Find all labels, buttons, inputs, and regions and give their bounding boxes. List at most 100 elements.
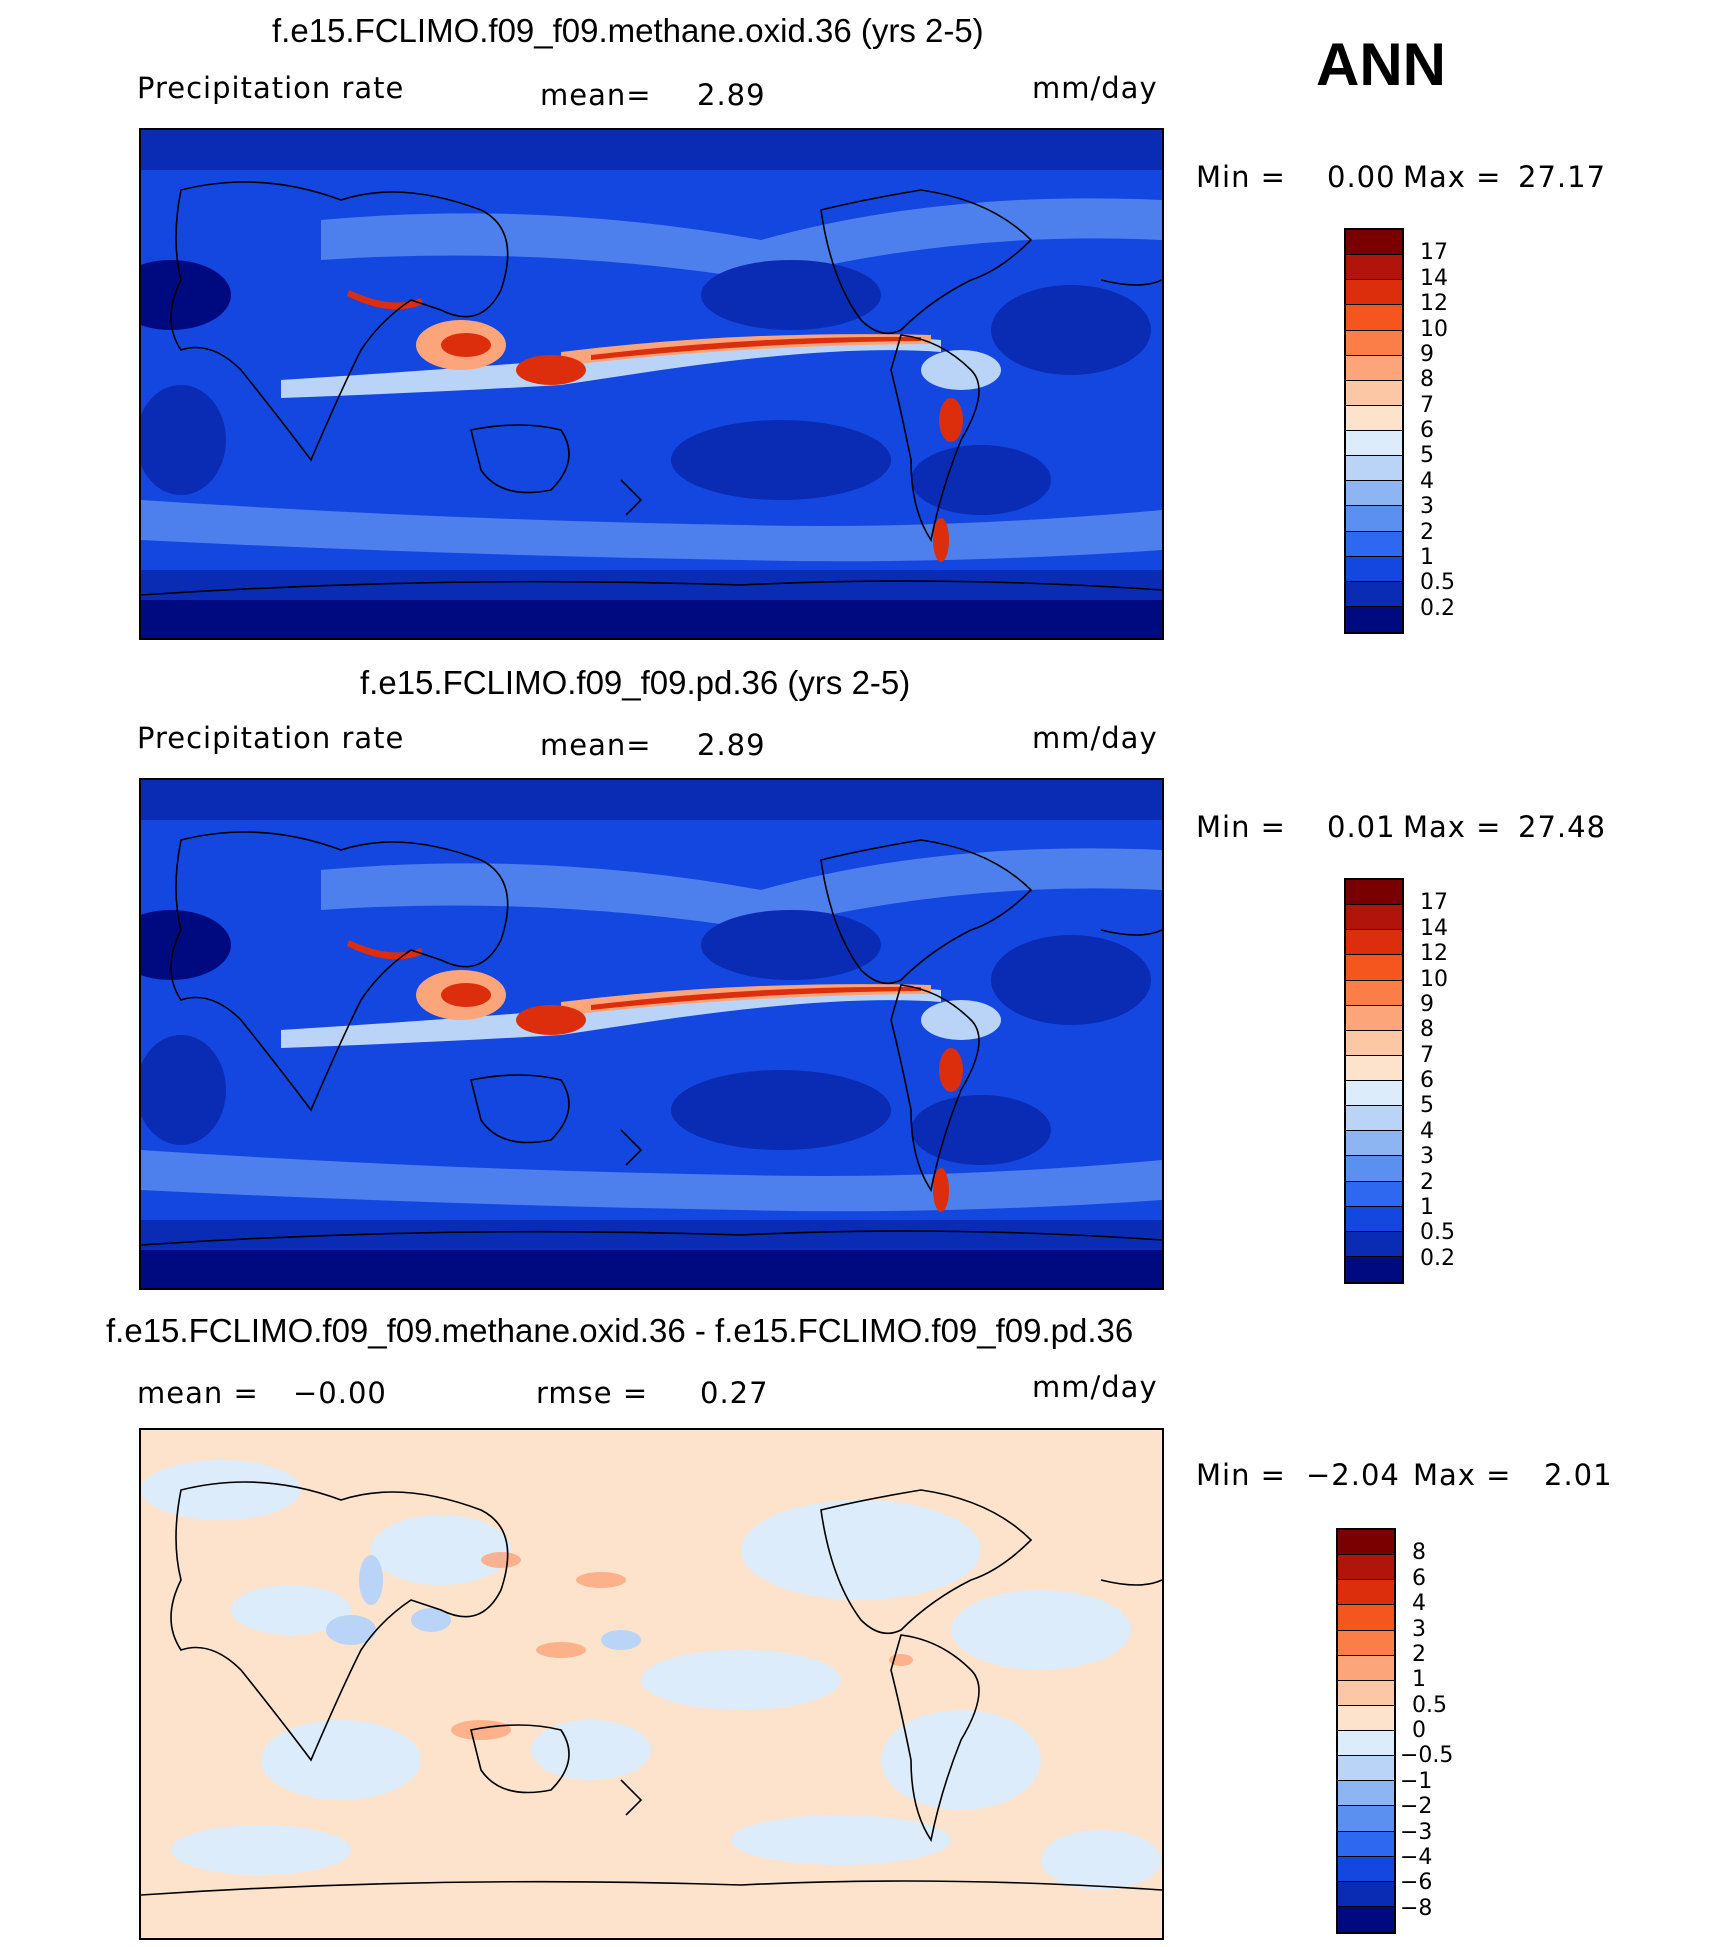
colorbar-swatch [1346, 355, 1402, 381]
colorbar-swatch [1346, 456, 1402, 482]
colorbar-tick-label: −3 [1400, 1819, 1433, 1845]
colorbar-tick-label: 12 [1420, 291, 1448, 317]
colorbar-swatch [1346, 955, 1402, 981]
colorbar-swatch [1338, 1806, 1394, 1832]
mean-label: mean = [137, 1376, 259, 1410]
colorbar-swatch [1346, 880, 1402, 906]
max-value: 2.01 [1544, 1458, 1613, 1492]
colorbar-tick-label: 6 [1420, 1068, 1434, 1093]
colorbar-swatch [1346, 1106, 1402, 1132]
colorbar-swatch [1338, 1731, 1394, 1757]
colorbar-tick-label: −0.5 [1400, 1743, 1454, 1769]
colorbar-tick-label: 8 [1420, 1017, 1434, 1043]
season-label: ANN [1316, 31, 1446, 98]
colorbar-swatch [1338, 1906, 1394, 1932]
colorbar-tick-label: 0.2 [1420, 595, 1455, 621]
colorbar-tick-label: 2 [1420, 519, 1434, 545]
variable-label: Precipitation rate [137, 721, 405, 755]
colorbar-tick-label: 0.2 [1420, 1245, 1455, 1271]
colorbar-tick-label: 2 [1412, 1641, 1426, 1667]
colorbar-tick-label: 1 [1420, 544, 1434, 570]
colorbar-tick-label: 0.5 [1412, 1692, 1447, 1718]
colorbar-swatch [1346, 930, 1402, 956]
colorbar [1344, 228, 1404, 634]
colorbar-tick-label: 0 [1412, 1718, 1426, 1743]
colorbar-swatch [1338, 1580, 1394, 1606]
colorbar-swatch [1346, 1231, 1402, 1257]
colorbar-swatch [1346, 380, 1402, 406]
rmse-value: 0.27 [700, 1376, 769, 1410]
colorbar-tick-label: 7 [1420, 1042, 1434, 1068]
colorbar-swatch [1346, 506, 1402, 532]
colorbar [1344, 878, 1404, 1284]
max-label: Max = [1413, 1458, 1512, 1492]
colorbar-tick-label: 3 [1420, 1144, 1434, 1170]
colorbar-swatch [1346, 230, 1402, 256]
colorbar-tick-label: 4 [1412, 1591, 1426, 1617]
colorbar-swatch [1346, 305, 1402, 331]
colorbar-tick-label: 7 [1420, 392, 1434, 418]
variable-label: Precipitation rate [137, 71, 405, 105]
min-label: Min = [1196, 810, 1286, 844]
max-value: 27.48 [1518, 810, 1607, 844]
colorbar-swatch [1346, 531, 1402, 557]
colorbar-tick-label: −1 [1400, 1768, 1433, 1794]
colorbar-swatch [1338, 1605, 1394, 1631]
colorbar-swatch [1346, 1206, 1402, 1232]
panel-title: f.e15.FCLIMO.f09_f09.methane.oxid.36 (yr… [272, 12, 984, 49]
colorbar-tick-label: −4 [1400, 1844, 1433, 1870]
colorbar-swatch [1346, 556, 1402, 582]
colorbar-tick-label: 12 [1420, 941, 1448, 967]
max-label: Max = [1403, 810, 1502, 844]
colorbar-swatch [1346, 330, 1402, 356]
panel-title: f.e15.FCLIMO.f09_f09.pd.36 (yrs 2-5) [360, 664, 911, 701]
colorbar-swatch [1346, 905, 1402, 931]
colorbar-swatch [1338, 1856, 1394, 1882]
min-value: 0.00 [1327, 160, 1396, 194]
colorbar-tick-label: −2 [1400, 1794, 1433, 1820]
map-plot [141, 780, 1162, 1288]
colorbar-tick-label: 5 [1420, 1093, 1434, 1119]
units-label: mm/day [1032, 71, 1158, 105]
colorbar-swatch [1346, 1156, 1402, 1182]
colorbar-swatch [1338, 1555, 1394, 1581]
min-label: Min = [1196, 1458, 1286, 1492]
max-label: Max = [1403, 160, 1502, 194]
colorbar-swatch [1338, 1831, 1394, 1857]
mean-label: mean= [540, 728, 652, 762]
colorbar-tick-label: 1 [1420, 1194, 1434, 1220]
colorbar-swatch [1338, 1680, 1394, 1706]
colorbar-tick-label: −6 [1400, 1870, 1433, 1896]
colorbar-swatch [1346, 606, 1402, 632]
colorbar-swatch [1338, 1655, 1394, 1681]
colorbar-tick-label: 0.5 [1420, 570, 1455, 596]
colorbar-swatch [1338, 1630, 1394, 1656]
colorbar-swatch [1346, 280, 1402, 306]
colorbar-tick-label: 14 [1420, 265, 1448, 291]
colorbar-tick-label: 4 [1420, 468, 1434, 494]
colorbar-swatch [1346, 431, 1402, 457]
colorbar-tick-label: 0.5 [1420, 1220, 1455, 1246]
colorbar-tick-label: 9 [1420, 991, 1434, 1017]
precip-map-pd [139, 778, 1164, 1290]
precip-map-methane [139, 128, 1164, 640]
colorbar-swatch [1346, 980, 1402, 1006]
colorbar-swatch [1346, 1131, 1402, 1157]
colorbar [1336, 1528, 1396, 1934]
colorbar-swatch [1346, 255, 1402, 281]
colorbar-swatch [1346, 481, 1402, 507]
mean-value: 2.89 [697, 78, 766, 112]
colorbar-tick-label: 10 [1420, 316, 1448, 342]
min-label: Min = [1196, 160, 1286, 194]
max-value: 27.17 [1518, 160, 1607, 194]
mean-value: 2.89 [697, 728, 766, 762]
colorbar-tick-label: 2 [1420, 1169, 1434, 1195]
colorbar-swatch [1346, 1081, 1402, 1107]
colorbar-tick-label: 4 [1420, 1118, 1434, 1144]
colorbar-tick-label: 10 [1420, 966, 1448, 992]
colorbar-tick-label: 3 [1412, 1616, 1426, 1642]
colorbar-tick-label: 17 [1420, 890, 1448, 916]
map-plot [141, 1430, 1162, 1938]
colorbar-swatch [1346, 1181, 1402, 1207]
colorbar-swatch [1338, 1881, 1394, 1907]
